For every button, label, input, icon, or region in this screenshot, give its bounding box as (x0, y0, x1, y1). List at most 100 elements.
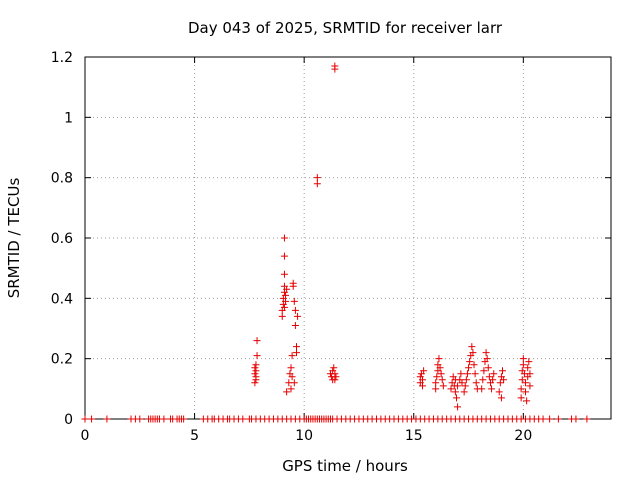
data-point (103, 415, 111, 423)
data-point (294, 312, 302, 320)
data-point (583, 415, 591, 423)
data-point (489, 376, 497, 384)
data-point (283, 285, 291, 293)
data-point (420, 367, 428, 375)
data-point (252, 367, 260, 375)
data-point (488, 385, 496, 393)
data-point (288, 373, 296, 381)
x-axis-label: GPS time / hours (282, 457, 408, 475)
data-point (496, 379, 504, 387)
data-point (519, 355, 527, 363)
plot-frame (84, 56, 612, 420)
x-tick-label: 10 (295, 428, 313, 444)
grid (85, 57, 611, 419)
x-tick-label: 5 (190, 428, 199, 444)
data-point (480, 367, 488, 375)
data-point (252, 376, 260, 384)
y-tick-label: 0 (64, 412, 73, 428)
data-point (454, 382, 462, 390)
data-point (451, 388, 459, 396)
data-point (485, 373, 493, 381)
data-point (454, 403, 462, 411)
data-point (479, 376, 487, 384)
data-point (470, 361, 478, 369)
data-point (436, 364, 444, 372)
data-point (468, 343, 476, 351)
data-point (466, 358, 474, 366)
data-point (499, 367, 507, 375)
data-point (519, 361, 527, 369)
data-point (290, 297, 298, 305)
data-point (251, 364, 259, 372)
data-point (554, 415, 562, 423)
data-point (495, 388, 503, 396)
data-point (484, 364, 492, 372)
data-point (438, 376, 446, 384)
data-point (282, 291, 290, 299)
y-tick-label: 0.2 (51, 352, 73, 368)
data-point (539, 415, 547, 423)
data-point (288, 352, 296, 360)
data-point (572, 415, 580, 423)
data-point (461, 382, 469, 390)
x-tick-label: 0 (81, 428, 90, 444)
y-tick-label: 1.2 (51, 50, 73, 66)
data-point (432, 385, 440, 393)
data-point (526, 370, 534, 378)
data-point (280, 252, 288, 260)
y-tick-label: 0.8 (51, 171, 73, 187)
data-point (332, 373, 340, 381)
data-point (522, 379, 530, 387)
y-axis-label: SRMTID / TECUs (5, 178, 23, 299)
data-point (517, 385, 525, 393)
data-point (458, 379, 466, 387)
data-point (471, 370, 479, 378)
y-tick-label: 1 (64, 110, 73, 126)
data-point (524, 364, 532, 372)
x-tick-label: 20 (514, 428, 532, 444)
data-point (447, 385, 455, 393)
data-point (435, 355, 443, 363)
axis-ticks: 0 5 10 15 20 0 0.2 0.4 0.6 0.8 1 1.2 (51, 50, 611, 444)
data-point (160, 415, 168, 423)
data-point (419, 376, 427, 384)
data-point (433, 373, 441, 381)
data-point (180, 415, 188, 423)
data-point (331, 370, 339, 378)
data-point (280, 270, 288, 278)
data-point (482, 349, 490, 357)
data-point (457, 370, 465, 378)
data-point (280, 303, 288, 311)
data-point (289, 279, 297, 287)
data-point (330, 364, 338, 372)
data-point (483, 355, 491, 363)
data-point (465, 364, 473, 372)
data-point (239, 415, 247, 423)
data-point (253, 352, 261, 360)
data-point (81, 415, 89, 423)
data-point (292, 349, 300, 357)
data-point (472, 379, 480, 387)
data-point (546, 415, 554, 423)
data-point (290, 379, 298, 387)
data-point (463, 370, 471, 378)
data-point (88, 415, 96, 423)
data-point (462, 376, 470, 384)
data-point (439, 382, 447, 390)
data-point (136, 415, 144, 423)
data-point (432, 379, 440, 387)
y-tick-label: 0.4 (51, 291, 73, 307)
data-point (497, 394, 505, 402)
data-point (287, 385, 295, 393)
data-point (478, 385, 486, 393)
data-point (291, 321, 299, 329)
data-point (252, 361, 260, 369)
data-point (517, 394, 525, 402)
data-point (291, 306, 299, 314)
data-point (251, 379, 259, 387)
data-points (81, 62, 591, 423)
data-point (460, 388, 468, 396)
data-point (490, 370, 498, 378)
data-point (313, 180, 321, 188)
